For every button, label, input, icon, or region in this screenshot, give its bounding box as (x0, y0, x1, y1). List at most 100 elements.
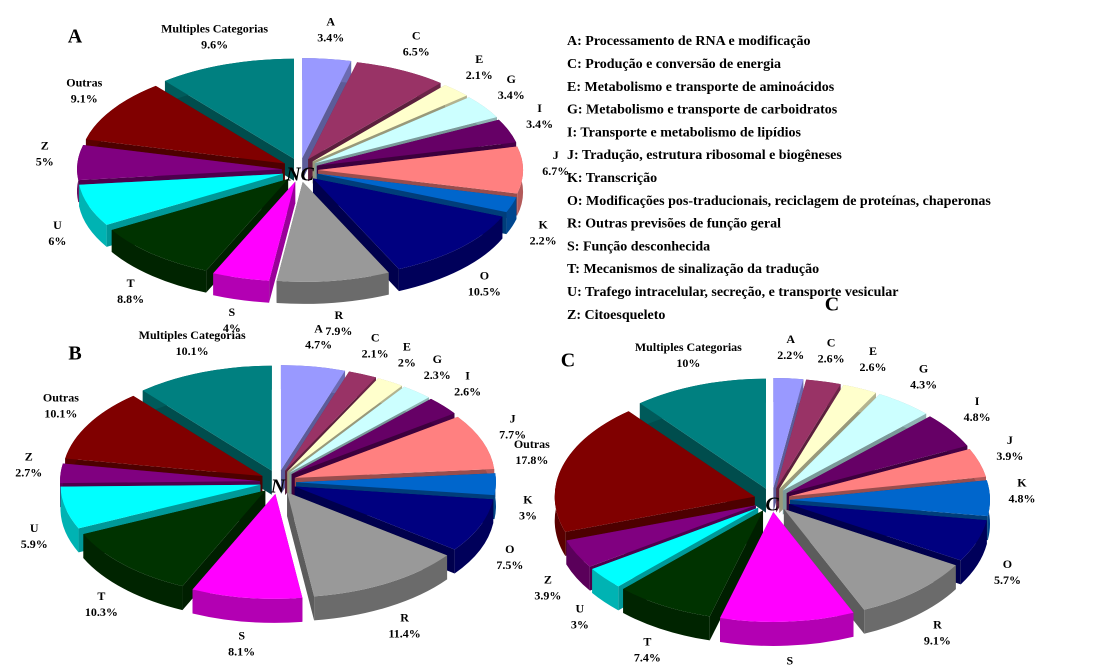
value-label: 3.9% (534, 588, 561, 602)
category-label: Multiples Categorias (635, 340, 742, 354)
slice (85, 85, 285, 164)
value-label: 2.3% (424, 368, 451, 382)
slice-side (709, 510, 764, 641)
value-label: 6.7% (542, 164, 569, 178)
category-label: Z (25, 449, 33, 463)
slice (289, 386, 429, 473)
category-label: A (326, 15, 335, 29)
slice (782, 394, 927, 491)
value-label: 3% (571, 617, 589, 631)
slice (566, 505, 756, 567)
slice (142, 365, 272, 471)
slice (789, 480, 990, 517)
category-label: J (553, 148, 559, 162)
center-label: N (270, 476, 287, 498)
value-label: 2.6% (818, 352, 845, 366)
slice (789, 448, 986, 497)
legend-entry: Z: Citoesqueleto (567, 308, 665, 323)
category-label: T (97, 589, 105, 603)
category-label: I (975, 394, 980, 408)
value-label: 4.8% (964, 410, 991, 424)
category-label: G (507, 72, 516, 86)
slice (192, 493, 303, 599)
slice (164, 58, 294, 159)
slice (308, 62, 441, 160)
pie (77, 58, 523, 304)
slice-side (287, 492, 315, 621)
slice-wall (623, 589, 710, 641)
slice (773, 378, 804, 489)
panel-label: A (68, 26, 83, 48)
slice (554, 411, 755, 532)
slice-wall (398, 216, 503, 292)
value-label: 4.8% (1008, 492, 1035, 506)
legend-entry: C: Produção e conversão de energia (567, 57, 781, 72)
value-label: 10.5% (468, 285, 501, 299)
stray-label: C (825, 294, 839, 316)
slice (294, 416, 495, 478)
slice (783, 508, 956, 610)
value-label: 10% (778, 670, 802, 671)
category-label: K (1017, 476, 1027, 490)
value-label: 6% (48, 234, 66, 248)
slice (276, 181, 389, 282)
slice-wall (60, 486, 79, 553)
value-label: 3.4% (317, 31, 344, 45)
slice (79, 173, 283, 225)
category-label: S (787, 654, 794, 668)
slice (312, 178, 503, 270)
slice-wall (566, 540, 590, 591)
slice (317, 173, 517, 213)
slice-wall (960, 520, 987, 585)
category-label: E (475, 52, 483, 66)
category-label: K (523, 492, 533, 506)
category-label: R (933, 617, 942, 631)
slice (287, 378, 403, 472)
value-label: 3.4% (498, 88, 525, 102)
slice-wall (720, 612, 854, 646)
slice-wall (83, 534, 183, 611)
category-label: Z (41, 139, 49, 153)
slice (623, 510, 764, 617)
category-label: R (400, 611, 409, 625)
category-label: G (919, 361, 928, 375)
category-label: A (786, 332, 795, 346)
category-label: I (537, 101, 542, 115)
value-label: 3.9% (996, 449, 1023, 463)
category-label: E (869, 344, 877, 358)
slice (60, 484, 261, 529)
center-label: NC (285, 164, 314, 186)
slice (316, 119, 517, 166)
category-label: S (238, 628, 245, 642)
category-label: Multiples Categorias (161, 21, 268, 35)
category-label: T (127, 276, 135, 290)
slice (639, 378, 766, 489)
category-label: U (30, 521, 39, 535)
value-label: 10.1% (44, 406, 77, 420)
value-label: 10.3% (85, 605, 118, 619)
slice (720, 511, 854, 622)
slice (291, 398, 455, 475)
legend-entry: I: Transporte e metabolismo de lipídios (567, 125, 802, 140)
value-label: 7.4% (634, 650, 661, 664)
category-label: I (465, 368, 470, 382)
legend-entry: R: Outras previsões de função geral (567, 217, 781, 232)
slice (788, 504, 987, 561)
value-label: 2.1% (466, 68, 493, 82)
slice (302, 58, 352, 159)
value-label: 4% (223, 321, 241, 335)
slice (284, 371, 376, 471)
value-label: 9.1% (924, 633, 951, 647)
category-label: J (1007, 433, 1013, 447)
value-label: 4.3% (910, 377, 937, 391)
category-label: C (827, 336, 836, 350)
category-label: T (643, 634, 651, 648)
slice-side (269, 181, 296, 303)
slice (287, 492, 448, 597)
category-label: A (314, 322, 323, 336)
slice (786, 416, 968, 494)
legend-entry: J: Tradução, estrutura ribosomal e biogê… (567, 148, 842, 163)
legend-entry: A: Processamento de RNA e modificação (567, 34, 811, 49)
slice-wall (592, 569, 619, 611)
legend-entry: U: Trafego intracelular, secreção, e tra… (567, 285, 899, 300)
